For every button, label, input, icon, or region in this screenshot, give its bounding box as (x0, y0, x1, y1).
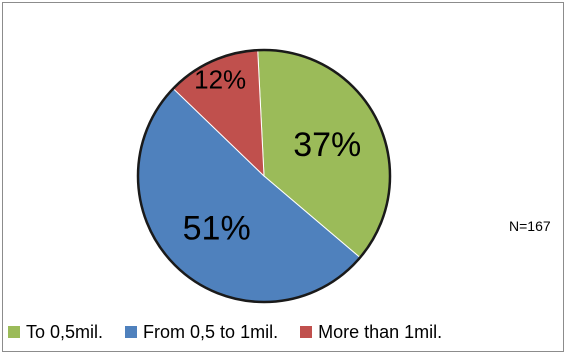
legend-swatch (125, 326, 138, 338)
legend-label: More than 1mil. (318, 321, 443, 342)
legend-item-to-0-5mil: To 0,5mil. (8, 322, 103, 343)
legend-item-from-0-5-to-1mil: From 0,5 to 1mil. (125, 322, 278, 343)
data-label-to-0-5mil: 37% (293, 126, 361, 164)
legend-label: To 0,5mil. (26, 321, 104, 342)
data-label-from-0-5-to-1mil: 51% (183, 209, 251, 247)
sample-size-note: N=167 (509, 218, 551, 234)
pie-data-labels: 37% 51% 12% (183, 65, 362, 248)
legend-label: From 0,5 to 1mil. (143, 321, 279, 342)
pie-slices (136, 48, 392, 304)
legend-swatch (8, 326, 20, 338)
legend: To 0,5mil. From 0,5 to 1mil. More than 1mi… (8, 320, 442, 344)
legend-swatch (300, 326, 313, 338)
data-label-more-than-1mil: 12% (194, 65, 246, 95)
pie-outline (136, 48, 392, 304)
legend-item-more-than-1mil: More than 1mil. (300, 322, 442, 343)
